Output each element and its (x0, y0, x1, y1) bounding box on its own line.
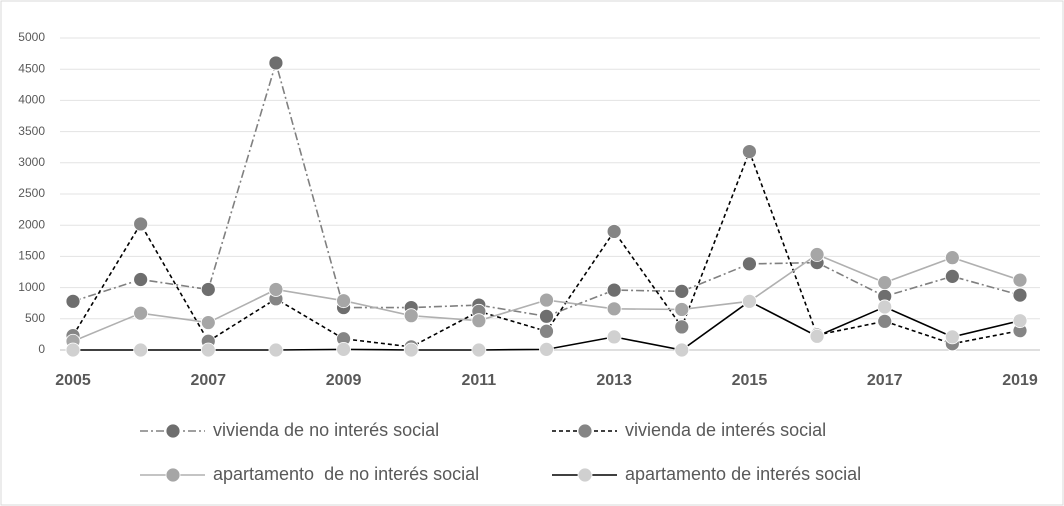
marker (606, 224, 622, 239)
marker (336, 341, 351, 357)
marker (200, 282, 216, 297)
marker (742, 293, 757, 309)
marker (65, 293, 81, 309)
marker (1012, 313, 1028, 329)
y-tick-label: 5000 (18, 30, 45, 44)
legend-marker (165, 467, 181, 483)
marker (133, 216, 149, 232)
marker (606, 301, 622, 317)
x-tick-label: 2017 (867, 372, 903, 389)
legend-marker (165, 423, 181, 439)
marker (877, 313, 893, 329)
marker (268, 342, 284, 358)
marker (268, 282, 284, 297)
marker (471, 342, 487, 358)
legend-marker (577, 467, 593, 483)
marker (674, 302, 690, 317)
y-tick-label: 4500 (18, 61, 45, 75)
marker (539, 308, 554, 324)
marker (403, 342, 419, 358)
y-tick-label: 4000 (18, 93, 45, 107)
marker (200, 315, 216, 330)
marker (539, 292, 554, 308)
x-tick-label: 2019 (1002, 372, 1038, 389)
marker (268, 55, 284, 71)
y-tick-label: 3500 (18, 124, 45, 138)
marker (809, 328, 825, 344)
marker (606, 282, 622, 298)
marker (606, 329, 622, 345)
marker (65, 342, 81, 358)
marker (133, 342, 149, 358)
x-tick-label: 2009 (326, 372, 362, 389)
legend-label: apartamento de no interés social (213, 464, 479, 484)
y-tick-label: 2000 (18, 217, 45, 231)
marker (944, 250, 960, 266)
marker (674, 342, 690, 358)
marker (133, 272, 149, 287)
y-tick-label: 1500 (18, 249, 45, 263)
legend-label: apartamento de interés social (625, 464, 861, 484)
legend-label: vivienda de no interés social (213, 420, 439, 440)
marker (471, 313, 487, 329)
marker (742, 256, 757, 272)
marker (877, 275, 893, 291)
marker (1012, 272, 1028, 288)
legend-marker (577, 423, 593, 439)
marker (403, 308, 419, 324)
marker (674, 283, 690, 299)
marker (742, 144, 757, 159)
marker (674, 319, 690, 335)
marker (944, 268, 960, 284)
legend-label: vivienda de interés social (625, 420, 826, 440)
y-tick-label: 1000 (18, 280, 45, 294)
marker (133, 305, 149, 321)
x-tick-label: 2007 (190, 372, 226, 389)
y-tick-label: 500 (25, 311, 45, 325)
marker (200, 342, 216, 358)
x-tick-label: 2005 (55, 372, 91, 389)
marker (539, 341, 554, 357)
y-tick-label: 2500 (18, 186, 45, 200)
marker (809, 247, 825, 262)
marker (539, 323, 554, 339)
marker (877, 299, 893, 315)
x-tick-label: 2013 (596, 372, 632, 389)
y-tick-label: 0 (38, 342, 45, 356)
x-tick-label: 2015 (732, 372, 768, 389)
x-tick-label: 2011 (461, 372, 496, 389)
marker (944, 329, 960, 345)
marker (1012, 287, 1028, 303)
y-tick-label: 3000 (18, 155, 45, 169)
marker (336, 293, 351, 309)
